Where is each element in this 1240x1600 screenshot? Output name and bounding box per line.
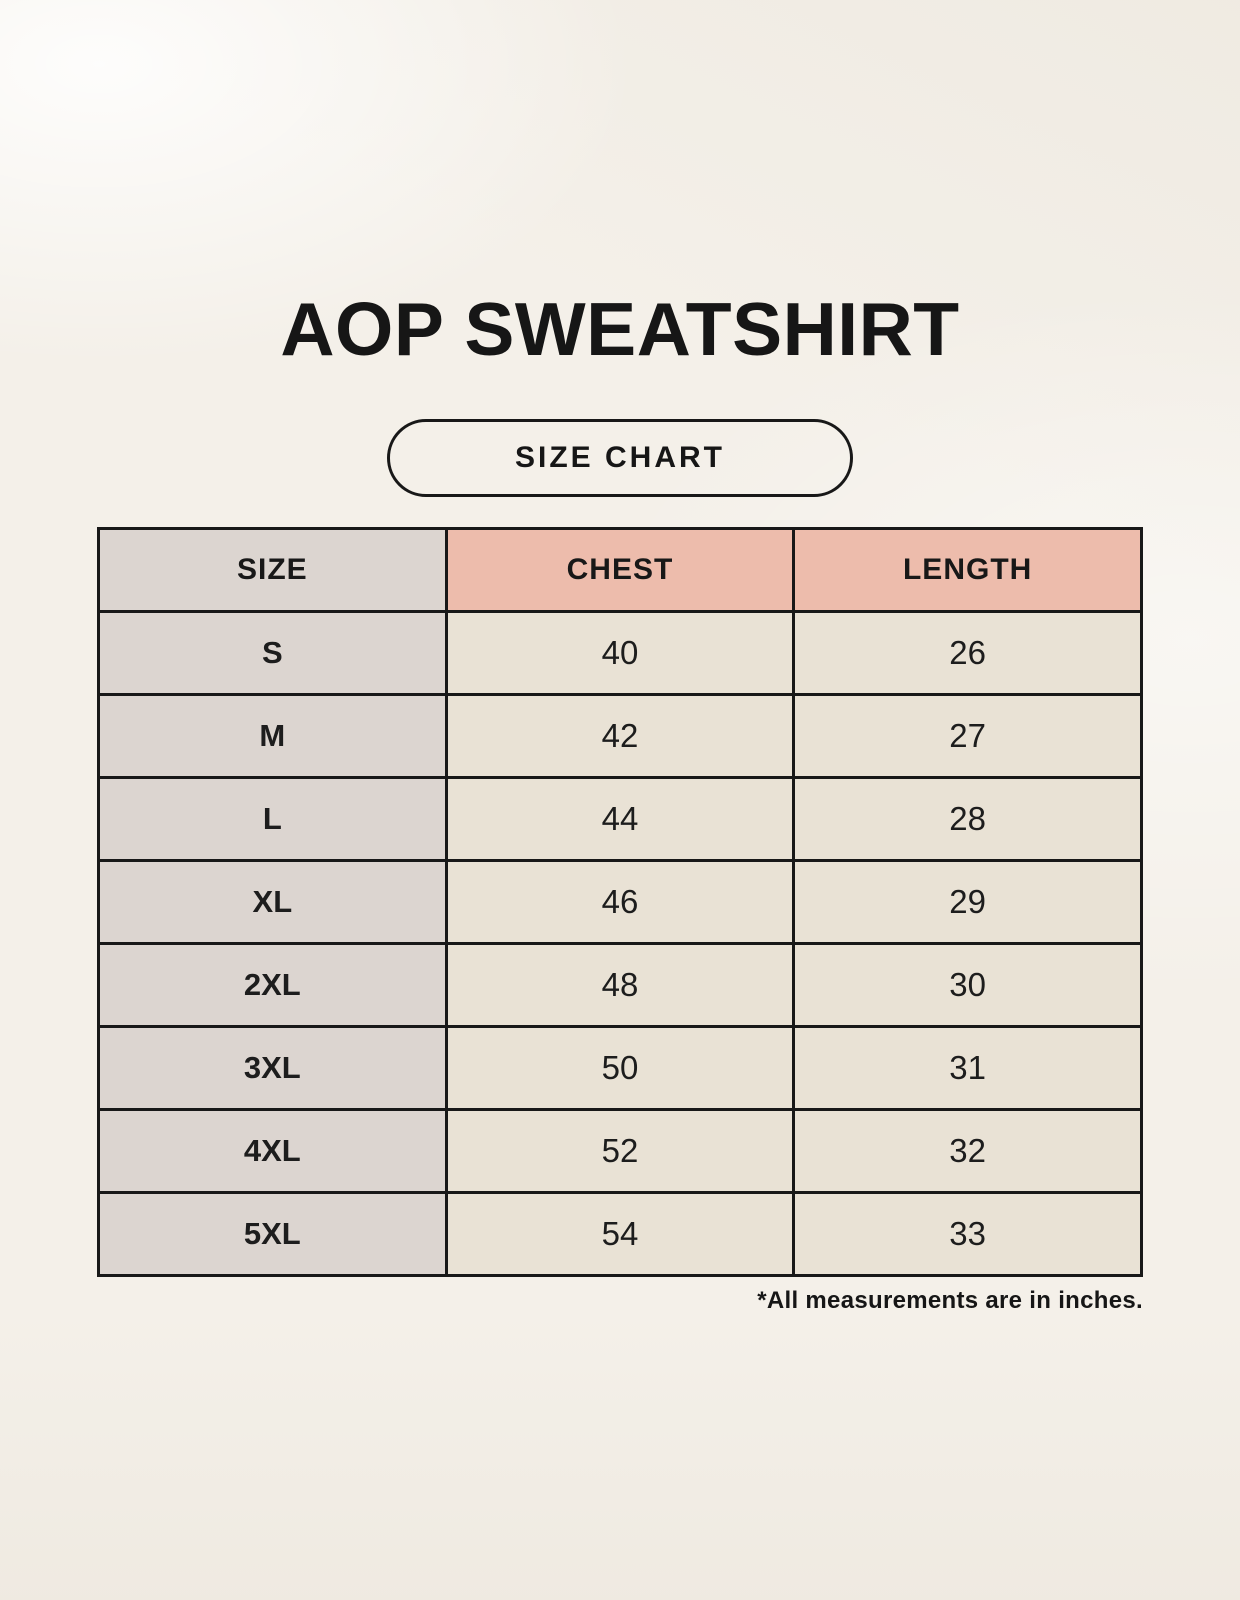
length-cell: 26 [792,610,1143,696]
size-cell: 4XL [97,1108,448,1194]
size-cell: 5XL [97,1191,448,1277]
length-cell: 28 [792,776,1143,862]
length-cell: 30 [792,942,1143,1028]
size-chart-badge: SIZE CHART [387,419,853,497]
table-row: L 44 28 [97,776,1143,862]
size-cell: S [97,610,448,696]
column-header-length: LENGTH [792,527,1143,613]
chest-cell: 42 [444,693,796,779]
table-row: 3XL 50 31 [97,1025,1143,1111]
chest-cell: 52 [444,1108,796,1194]
size-table: SIZE CHEST LENGTH S 40 26 M 42 27 L 44 2… [97,527,1143,1277]
length-cell: 29 [792,859,1143,945]
size-cell: 2XL [97,942,448,1028]
length-cell: 27 [792,693,1143,779]
size-cell: 3XL [97,1025,448,1111]
chest-cell: 48 [444,942,796,1028]
length-cell: 33 [792,1191,1143,1277]
size-cell: L [97,776,448,862]
table-row: 2XL 48 30 [97,942,1143,1028]
size-cell: M [97,693,448,779]
chest-cell: 46 [444,859,796,945]
table-row: 4XL 52 32 [97,1108,1143,1194]
table-row: M 42 27 [97,693,1143,779]
table-header-row: SIZE CHEST LENGTH [97,527,1143,613]
measurements-footnote: *All measurements are in inches. [757,1287,1143,1314]
length-cell: 31 [792,1025,1143,1111]
column-header-size: SIZE [97,527,448,613]
chest-cell: 50 [444,1025,796,1111]
table-row: 5XL 54 33 [97,1191,1143,1277]
chest-cell: 54 [444,1191,796,1277]
length-cell: 32 [792,1108,1143,1194]
column-header-chest: CHEST [444,527,796,613]
page-title: AOP SWEATSHIRT [280,287,960,371]
table-row: S 40 26 [97,610,1143,696]
chest-cell: 44 [444,776,796,862]
size-cell: XL [97,859,448,945]
table-row: XL 46 29 [97,859,1143,945]
chest-cell: 40 [444,610,796,696]
size-chart-badge-label: SIZE CHART [515,441,725,474]
